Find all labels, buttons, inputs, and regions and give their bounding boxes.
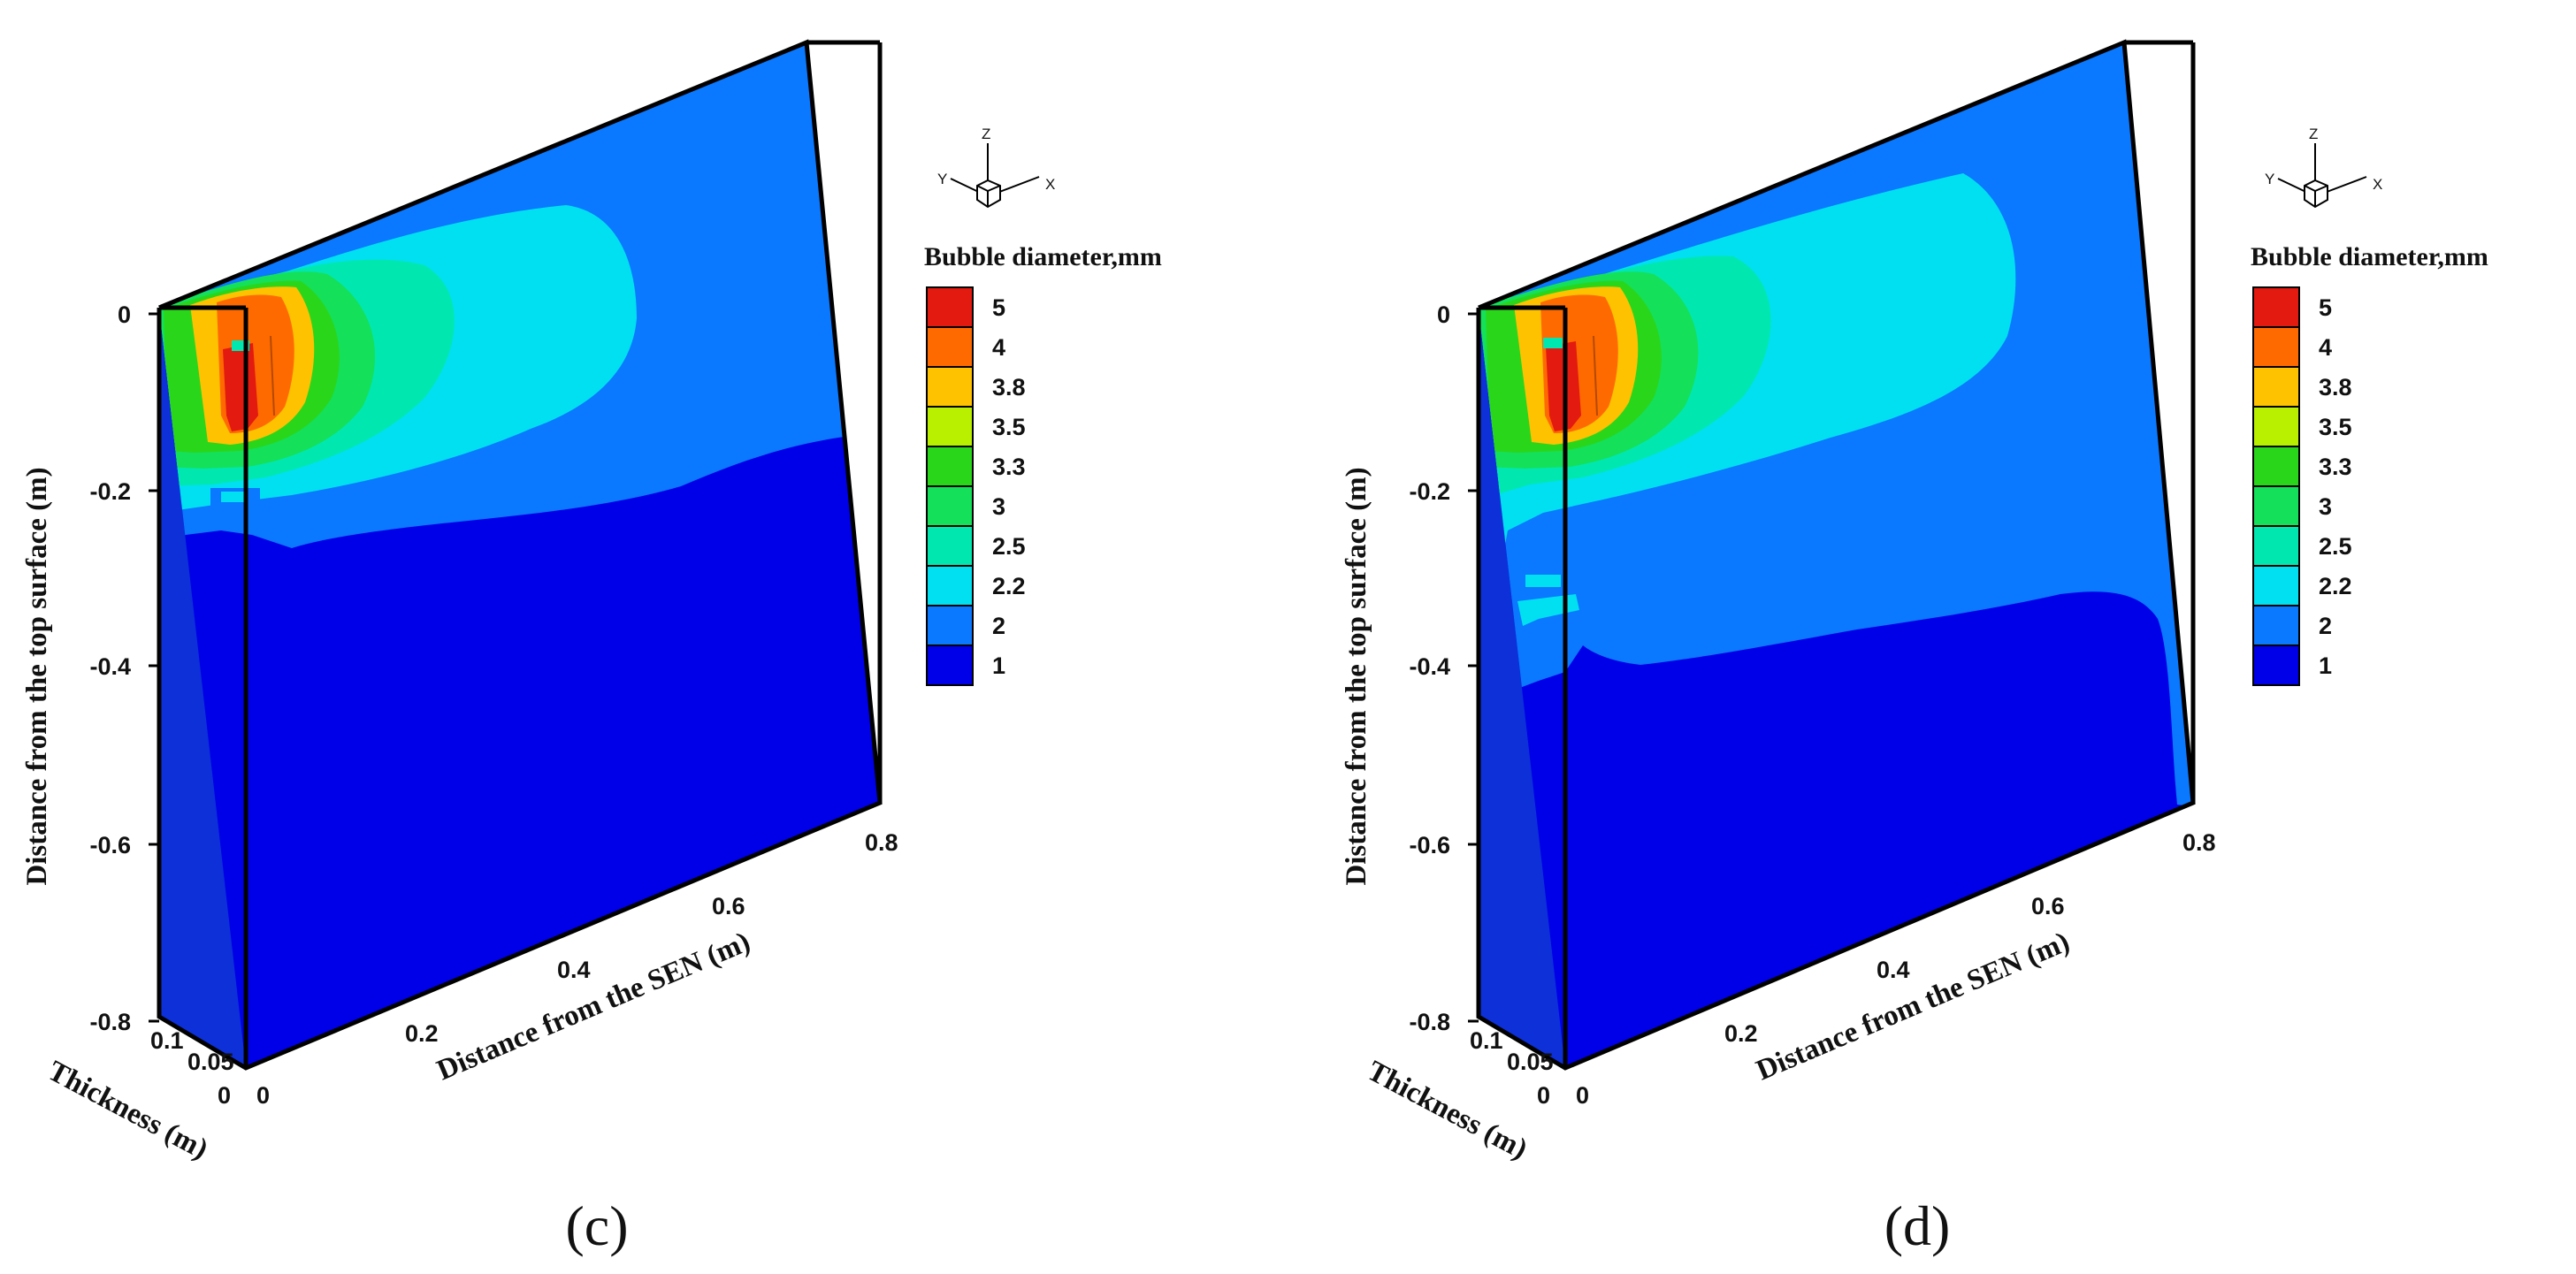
panel-c: 0 -0.2 -0.4 -0.6 -0.8 Distance from the …	[21, 39, 1162, 1257]
z-axis-ticks	[1468, 312, 1479, 1023]
x-tick-1: 0.2	[1724, 1020, 1758, 1047]
z-axis-title: Distance from the top surface (m)	[21, 467, 53, 885]
legend-swatch	[926, 326, 974, 368]
sen-port-inner	[1525, 575, 1561, 587]
legend: 5 4 3.8 3.5 3.3 3 2.5 2.2 2 1	[926, 286, 1026, 686]
z-tick-0: 0	[1437, 301, 1450, 328]
legend-swatch	[926, 406, 974, 447]
legend-label: 3	[2319, 493, 2332, 520]
legend-label: 4	[992, 334, 1005, 361]
legend-label: 1	[992, 652, 1005, 679]
legend-swatch	[926, 525, 974, 567]
axis-triad-icon	[950, 143, 1040, 209]
legend-swatch	[2252, 645, 2300, 686]
legend-label: 3.5	[992, 414, 1026, 440]
z-tick-0: 0	[118, 301, 131, 328]
sen-nozzle	[1543, 338, 1563, 348]
box-frame	[1476, 39, 2196, 1071]
sen-edge	[1593, 335, 1598, 416]
legend-label: 3.3	[992, 454, 1026, 480]
z-tick-1: -0.2	[1409, 478, 1450, 505]
contour-level-5	[223, 343, 258, 431]
contour-pocket	[508, 538, 598, 585]
legend-swatch	[926, 565, 974, 606]
legend-label: 2.2	[2319, 573, 2352, 599]
sen-port-inner	[221, 492, 248, 502]
z-tick-4: -0.8	[89, 1009, 131, 1035]
y-tick-0: 0.1	[1470, 1027, 1503, 1054]
legend-label: 2.5	[2319, 533, 2352, 560]
x-tick-2: 0.4	[557, 957, 591, 983]
legend-swatch	[2252, 485, 2300, 527]
z-tick-4: -0.8	[1409, 1009, 1450, 1035]
x-tick-2: 0.4	[1877, 957, 1910, 983]
legend: 5 4 3.8 3.5 3.3 3 2.5 2.2 2 1	[2252, 286, 2352, 686]
legend-label: 2.5	[992, 533, 1026, 560]
legend-swatch	[926, 286, 974, 328]
y-tick-2: 0	[218, 1082, 231, 1109]
legend-label: 3.3	[2319, 454, 2352, 480]
panel-d: 0 -0.2 -0.4 -0.6 -0.8 Distance from the …	[1341, 39, 2488, 1257]
legend-swatch	[926, 366, 974, 408]
z-tick-2: -0.4	[89, 653, 131, 680]
z-tick-1: -0.2	[89, 478, 131, 505]
legend-swatch	[2252, 565, 2300, 606]
contour-field	[1479, 42, 2193, 809]
legend-swatch	[2252, 525, 2300, 567]
x-tick-3: 0.6	[712, 893, 745, 919]
contour-field	[159, 42, 880, 585]
x-tick-4: 0.8	[2182, 829, 2216, 856]
legend-title: Bubble diameter,mm	[924, 242, 1162, 271]
y-tick-1: 0.05	[1507, 1049, 1554, 1075]
triad-x: X	[1045, 176, 1055, 193]
legend-label: 2.2	[992, 573, 1026, 599]
sen-edge	[270, 335, 275, 416]
legend-swatch	[926, 645, 974, 686]
panel-label: (d)	[1884, 1194, 1951, 1257]
x-tick-0: 0	[1576, 1082, 1589, 1109]
y-tick-2: 0	[1537, 1082, 1550, 1109]
triad-y: Y	[937, 171, 947, 187]
legend-label: 5	[992, 294, 1005, 321]
x-tick-3: 0.6	[2031, 893, 2065, 919]
triad-y: Y	[2265, 171, 2274, 187]
x-tick-4: 0.8	[865, 829, 898, 856]
legend-label: 2	[2319, 613, 2332, 639]
legend-label: 3.5	[2319, 414, 2352, 440]
legend-swatch	[2252, 446, 2300, 487]
legend-swatch	[926, 446, 974, 487]
legend-label: 3	[992, 493, 1005, 520]
triad-x: X	[2373, 176, 2382, 193]
legend-label: 5	[2319, 294, 2332, 321]
x-tick-0: 0	[256, 1082, 270, 1109]
z-axis-ticks	[149, 312, 159, 1023]
legend-label: 2	[992, 613, 1005, 639]
z-tick-3: -0.6	[89, 832, 131, 858]
y-tick-0: 0.1	[150, 1027, 184, 1054]
panel-label: (c)	[565, 1194, 628, 1257]
axis-triad-icon	[2277, 143, 2367, 209]
x-tick-1: 0.2	[405, 1020, 439, 1047]
legend-swatch	[2252, 605, 2300, 646]
legend-label: 3.8	[992, 374, 1026, 401]
triad-z: Z	[982, 126, 990, 142]
box-frame	[157, 39, 883, 1071]
legend-label: 1	[2319, 652, 2332, 679]
legend-title: Bubble diameter,mm	[2251, 242, 2488, 271]
triad-z: Z	[2309, 126, 2318, 142]
z-tick-2: -0.4	[1409, 653, 1450, 680]
legend-swatch	[926, 605, 974, 646]
z-tick-3: -0.6	[1409, 832, 1450, 858]
legend-swatch	[2252, 406, 2300, 447]
legend-swatch	[2252, 366, 2300, 408]
legend-swatch	[2252, 286, 2300, 328]
z-axis-title: Distance from the top surface (m)	[1341, 467, 1372, 885]
legend-label: 3.8	[2319, 374, 2352, 401]
legend-swatch	[926, 485, 974, 527]
legend-label: 4	[2319, 334, 2332, 361]
y-tick-1: 0.05	[187, 1049, 234, 1075]
legend-swatch	[2252, 326, 2300, 368]
